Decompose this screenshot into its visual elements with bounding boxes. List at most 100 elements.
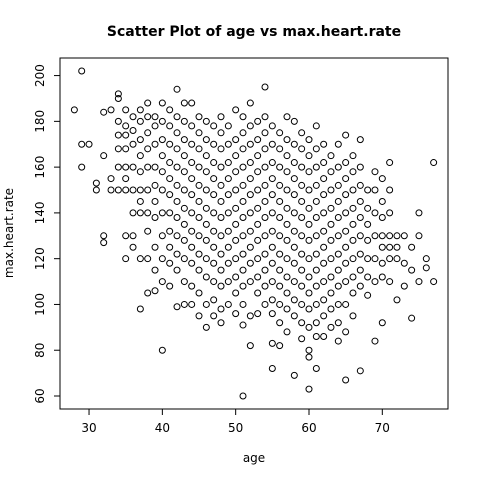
point bbox=[166, 243, 174, 251]
point bbox=[305, 255, 313, 263]
point bbox=[166, 227, 174, 235]
point bbox=[268, 122, 276, 130]
point bbox=[261, 129, 269, 137]
point bbox=[217, 145, 225, 153]
point bbox=[349, 220, 357, 228]
point bbox=[305, 353, 313, 361]
point bbox=[378, 319, 386, 327]
point bbox=[320, 278, 328, 286]
point bbox=[246, 209, 254, 217]
point bbox=[224, 140, 232, 148]
point bbox=[268, 339, 276, 347]
point bbox=[320, 175, 328, 183]
point bbox=[305, 136, 313, 144]
point bbox=[136, 136, 144, 144]
point bbox=[151, 140, 159, 148]
point bbox=[202, 236, 210, 244]
point bbox=[136, 168, 144, 176]
point bbox=[364, 186, 372, 194]
point bbox=[342, 159, 350, 167]
point bbox=[173, 197, 181, 205]
point bbox=[290, 296, 298, 304]
point bbox=[180, 117, 188, 125]
point bbox=[144, 99, 152, 107]
point bbox=[327, 186, 335, 194]
point bbox=[422, 255, 430, 263]
point bbox=[246, 175, 254, 183]
point bbox=[166, 106, 174, 114]
point bbox=[239, 129, 247, 137]
point bbox=[283, 186, 291, 194]
point bbox=[188, 227, 196, 235]
point bbox=[224, 243, 232, 251]
point bbox=[217, 266, 225, 274]
point bbox=[70, 106, 78, 114]
point bbox=[356, 197, 364, 205]
x-tick-label: 40 bbox=[155, 421, 170, 435]
point bbox=[261, 197, 269, 205]
point bbox=[246, 278, 254, 286]
point bbox=[122, 163, 130, 171]
point bbox=[268, 259, 276, 267]
point bbox=[151, 163, 159, 171]
point bbox=[158, 255, 166, 263]
point bbox=[371, 232, 379, 240]
x-tick-label: 50 bbox=[228, 421, 243, 435]
point bbox=[386, 232, 394, 240]
point bbox=[298, 319, 306, 327]
point bbox=[144, 255, 152, 263]
point bbox=[246, 243, 254, 251]
point bbox=[246, 122, 254, 130]
point bbox=[312, 213, 320, 221]
point bbox=[378, 213, 386, 221]
point bbox=[85, 140, 93, 148]
point bbox=[334, 250, 342, 258]
point bbox=[356, 163, 364, 171]
point bbox=[371, 168, 379, 176]
point bbox=[224, 122, 232, 130]
point bbox=[210, 243, 218, 251]
point bbox=[305, 236, 313, 244]
point bbox=[173, 303, 181, 311]
plot-frame bbox=[59, 57, 449, 410]
point bbox=[173, 232, 181, 240]
point bbox=[210, 259, 218, 267]
point bbox=[246, 191, 254, 199]
point bbox=[320, 227, 328, 235]
point bbox=[232, 255, 240, 263]
point bbox=[364, 291, 372, 299]
point bbox=[254, 204, 262, 212]
point bbox=[298, 232, 306, 240]
point bbox=[151, 181, 159, 189]
point bbox=[122, 106, 130, 114]
point bbox=[158, 136, 166, 144]
point bbox=[305, 152, 313, 160]
point bbox=[386, 186, 394, 194]
point bbox=[224, 300, 232, 308]
point bbox=[371, 255, 379, 263]
point bbox=[202, 136, 210, 144]
point bbox=[371, 209, 379, 217]
point bbox=[422, 264, 430, 272]
point bbox=[283, 113, 291, 121]
point bbox=[166, 175, 174, 183]
point bbox=[254, 255, 262, 263]
point bbox=[166, 122, 174, 130]
point bbox=[173, 113, 181, 121]
point bbox=[239, 145, 247, 153]
point bbox=[224, 175, 232, 183]
point bbox=[371, 278, 379, 286]
point bbox=[342, 328, 350, 336]
point bbox=[356, 213, 364, 221]
point bbox=[210, 191, 218, 199]
point bbox=[136, 209, 144, 217]
point bbox=[312, 282, 320, 290]
point bbox=[327, 289, 335, 297]
point bbox=[386, 255, 394, 263]
point bbox=[217, 163, 225, 171]
point bbox=[312, 250, 320, 258]
point bbox=[202, 273, 210, 281]
point bbox=[327, 236, 335, 244]
point bbox=[232, 310, 240, 318]
